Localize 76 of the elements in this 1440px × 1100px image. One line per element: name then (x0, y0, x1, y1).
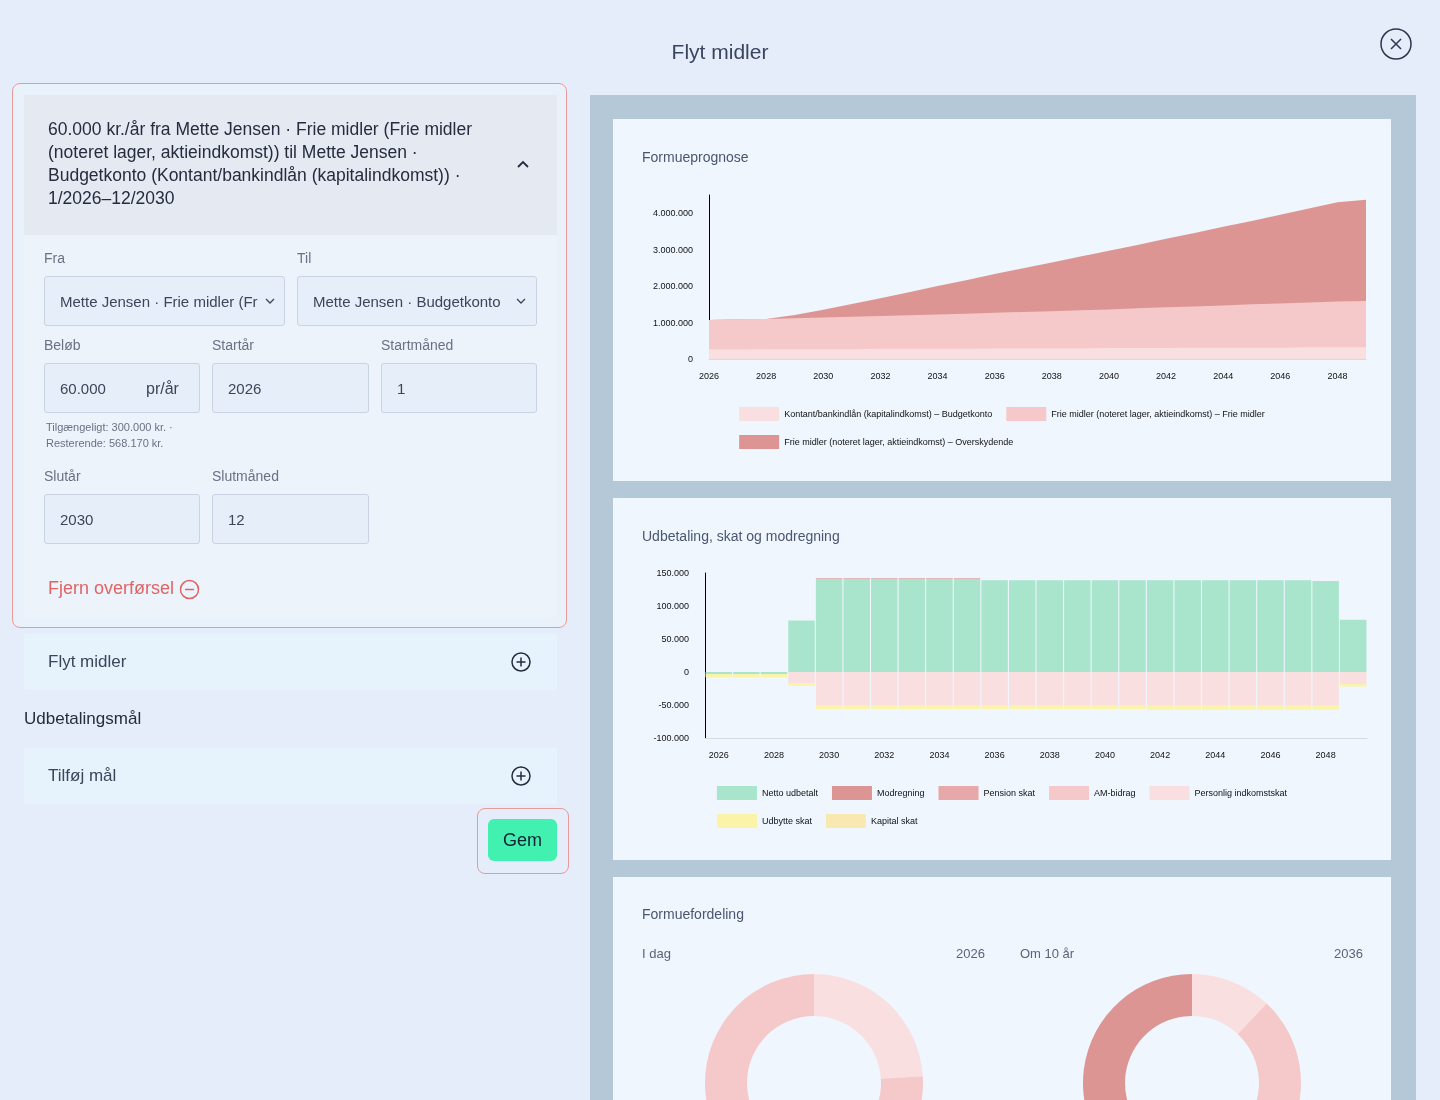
y-tick-label: 100.000 (656, 601, 689, 611)
text: 12 (228, 510, 245, 528)
chart-subtitle: Om 10 år (1020, 946, 1075, 961)
text: 2030 (60, 510, 94, 528)
bar (788, 683, 815, 686)
text: Fra (44, 250, 65, 266)
x-tick-label: 2042 (1156, 370, 1177, 381)
y-tick-label: 4.000.000 (652, 208, 693, 219)
text: Flyt midler (48, 652, 127, 672)
y-tick-label: 0 (683, 667, 689, 677)
x-tick-label: 2036 (984, 370, 1005, 381)
legend-label: Frie midler (noteret lager, aktieindkomst) – Overskydende (784, 437, 1014, 447)
x-tick-label: 2046 (1260, 749, 1281, 760)
y-tick-label: 150.000 (656, 568, 689, 578)
x-tick-label: 2044 (1213, 370, 1234, 381)
text: Beløb (44, 337, 81, 353)
x-tick-label: 2028 (756, 370, 777, 381)
text: pr/år (146, 380, 179, 397)
text: Tilgængeligt: 300.000 kr. · Resterende: 568.170 kr. (46, 421, 173, 449)
bar (1339, 683, 1367, 687)
legend-label: Kapital skat (870, 816, 918, 826)
text: 60.000 kr./år fra Mette Jensen · Frie midler (Frie midler (noteret lager, aktieindkomst)) til Mette Jensen · Budgetkonto (Kontant/bankindlån (kapitalindkomst)) · 1/2026–12/2030 (48, 119, 473, 208)
text: Gem (502, 830, 542, 850)
x-tick-label: 2038 (1041, 370, 1062, 381)
x-tick-label: 2040 (1098, 370, 1119, 381)
text: Mette Jensen · Budgetkonto (313, 292, 501, 310)
x-tick-label: 2044 (1205, 749, 1226, 760)
x-tick-label: 2034 (929, 749, 950, 760)
x-tick-label: 2048 (1327, 370, 1348, 381)
legend-label: Pension skat (983, 788, 1036, 798)
y-tick-label: -50.000 (658, 700, 689, 710)
legend-label: Udbytte skat (761, 816, 813, 826)
x-tick-label: 2036 (984, 749, 1005, 760)
chart-title: Formuefordeling (642, 906, 744, 922)
y-tick-label: 0 (687, 354, 693, 364)
text: 2036 (1334, 946, 1363, 961)
x-tick-label: 2026 (698, 370, 720, 381)
text: Startmåned (381, 337, 454, 353)
y-tick-label: -100.000 (653, 733, 689, 743)
legend-label: Frie midler (noteret lager, aktieindkomst) – Frie midler (1051, 409, 1265, 419)
text: Til (297, 250, 312, 266)
text: Tilføj mål (48, 766, 117, 786)
x-tick-label: 2048 (1315, 749, 1336, 760)
legend-label: AM-bidrag (1094, 788, 1136, 798)
x-tick-label: 2032 (874, 749, 895, 760)
y-tick-label: 1.000.000 (652, 317, 693, 328)
legend-label: Modregning (876, 788, 925, 798)
x-tick-label: 2032 (870, 370, 891, 381)
text: Slutmåned (212, 468, 279, 484)
x-tick-label: 2040 (1094, 749, 1115, 760)
legend-label: Netto udbetalt (761, 788, 819, 798)
y-tick-label: 2.000.000 (652, 281, 693, 292)
text: 60.000 (60, 379, 106, 397)
x-tick-label: 2030 (819, 749, 840, 760)
y-tick-label: 50.000 (661, 634, 689, 644)
text: Udbetalingsmål (24, 709, 142, 728)
text: Slutår (44, 468, 81, 484)
x-tick-label: 2028 (763, 749, 784, 760)
x-tick-label: 2042 (1150, 749, 1171, 760)
text: Flyt midler (670, 40, 770, 64)
text: Mette Jensen · Frie midler (Fr (60, 292, 258, 310)
chart-title: Formueprognose (642, 149, 749, 165)
text: Startår (212, 337, 255, 353)
y-tick-label: 3.000.000 (652, 244, 693, 255)
x-tick-label: 2030 (813, 370, 834, 381)
text: 1 (397, 379, 406, 397)
x-tick-label: 2038 (1039, 749, 1060, 760)
text: Fjern overførsel (48, 578, 175, 598)
x-tick-label: 2046 (1270, 370, 1291, 381)
chart-subtitle: I dag (642, 946, 671, 961)
text: 2026 (956, 946, 985, 961)
chart-title: Udbetaling, skat og modregning (642, 528, 840, 544)
legend-label: Personlig indkomstskat (1194, 788, 1288, 798)
x-tick-label: 2034 (927, 370, 948, 381)
legend-label: Kontant/bankindlån (kapitalindkomst) – Budgetkonto (784, 409, 993, 419)
x-tick-label: 2026 (708, 749, 729, 760)
